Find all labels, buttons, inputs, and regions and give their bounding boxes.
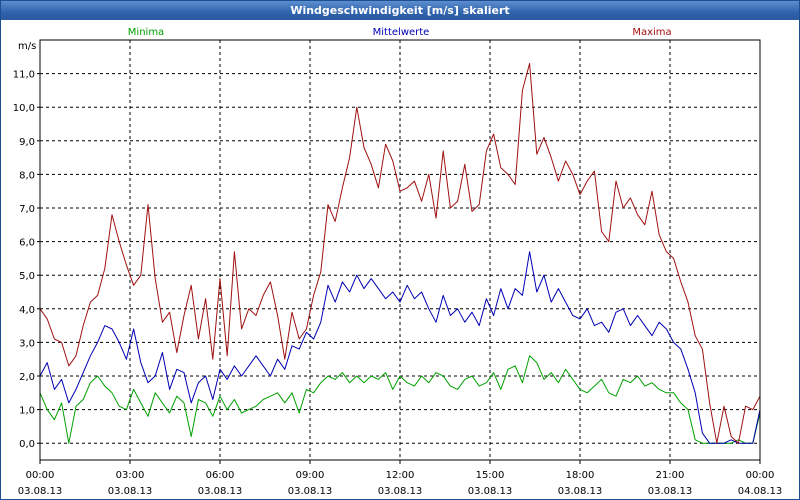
- x-tick-date: 03.08.13: [198, 486, 243, 497]
- y-tick-label: 10,0: [13, 103, 35, 114]
- legend-maxima: Maxima: [632, 27, 671, 38]
- y-tick-label: 4,0: [19, 305, 35, 316]
- x-tick-date: 03.08.13: [108, 486, 153, 497]
- x-tick-date: 03.08.13: [288, 486, 333, 497]
- x-tick-time: 00:00: [26, 470, 55, 481]
- x-tick-date: 03.08.13: [468, 486, 513, 497]
- y-tick-label: 2,0: [19, 372, 35, 383]
- chart-title: Windgeschwindigkeit [m/s] skaliert: [1, 1, 799, 20]
- y-tick-label: 9,0: [19, 137, 35, 148]
- x-tick-time: 21:00: [656, 470, 685, 481]
- y-axis-label: m/s: [18, 41, 36, 52]
- x-tick-date: 04.08.13: [738, 486, 783, 497]
- x-tick-date: 03.08.13: [648, 486, 693, 497]
- y-tick-label: 11,0: [13, 70, 35, 81]
- x-tick-date: 03.08.13: [18, 486, 63, 497]
- y-tick-label: 3,0: [19, 338, 35, 349]
- series-lines: [39, 63, 761, 444]
- legend-minima: Minima: [128, 27, 164, 38]
- grid-lines: [40, 40, 760, 460]
- x-tick-time: 03:00: [116, 470, 145, 481]
- legend-mittelwerte: Mittelwerte: [373, 27, 430, 38]
- x-tick-time: 12:00: [386, 470, 415, 481]
- x-tick-date: 03.08.13: [558, 486, 603, 497]
- y-tick-label: 5,0: [19, 271, 35, 282]
- y-tick-label: 7,0: [19, 204, 35, 215]
- series-line-minima: [39, 355, 761, 444]
- x-tick-time: 00:00: [746, 470, 775, 481]
- plot-area-border: [39, 39, 761, 461]
- x-tick-time: 09:00: [296, 470, 325, 481]
- series-line-maxima: [39, 63, 761, 444]
- y-tick-label: 0,0: [19, 439, 35, 450]
- y-tick-label: 8,0: [19, 170, 35, 181]
- y-tick-label: 1,0: [19, 406, 35, 417]
- x-tick-time: 15:00: [476, 470, 505, 481]
- x-tick-time: 06:00: [206, 470, 235, 481]
- series-line-mittelwerte: [39, 251, 761, 444]
- y-tick-label: 6,0: [19, 238, 35, 249]
- axes: 0,0 1,0 2,0 3,0 4,0 5,0 6,0 7,0 8,0 9,0 10,0 11,0 00…: [13, 39, 783, 497]
- x-tick-date: 03.08.13: [378, 486, 423, 497]
- x-tick-time: 18:00: [566, 470, 595, 481]
